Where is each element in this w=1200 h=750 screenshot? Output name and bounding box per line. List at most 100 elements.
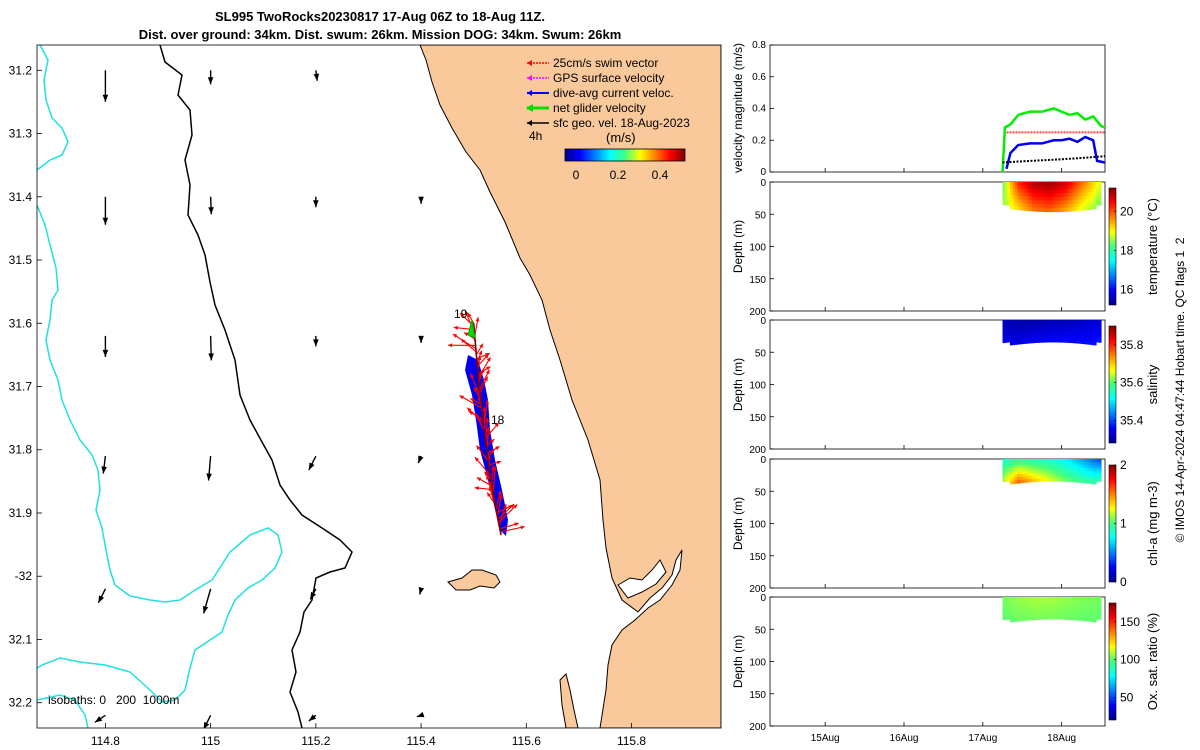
swim-vector-head [512, 504, 518, 509]
chla-cell [1051, 469, 1055, 474]
salinity-cell [1009, 335, 1013, 340]
oxygen-cell [1091, 603, 1095, 607]
chla-cell [1049, 475, 1053, 479]
oxygen-colorbar [1108, 602, 1117, 721]
chla-ylabel: Depth (m) [731, 497, 745, 550]
temperature-cell [1051, 207, 1055, 213]
salinity-cell [1009, 326, 1013, 330]
oxygen-cell [1064, 608, 1068, 612]
temperature-cell [1096, 190, 1100, 195]
geo-vector-head [101, 466, 107, 474]
temperature-cell [1014, 199, 1018, 203]
salinity-cell [1019, 337, 1023, 342]
temperature-cell [1029, 199, 1033, 205]
salinity-cell [1051, 325, 1055, 329]
temperature-cell [1037, 207, 1040, 212]
temperature-cell [1096, 193, 1100, 197]
garden-island [559, 673, 579, 728]
chla-cell [1044, 470, 1048, 474]
salinity-cell [1096, 325, 1100, 329]
chla-cell [1044, 464, 1048, 468]
side-note: © IMOS 14-Apr-2024 04:47:44 Hobart time.… [1173, 237, 1187, 542]
oxygen-cell [1078, 617, 1082, 621]
salinity-cell [1056, 322, 1060, 326]
oxygen-cell [1076, 605, 1080, 610]
temperature-cell [1049, 189, 1053, 194]
oxygen-cell [1091, 597, 1095, 601]
temperature-cell [1069, 189, 1072, 194]
chla-cell [1027, 461, 1031, 466]
chla-cell [1004, 478, 1008, 482]
temperature-cell [1012, 195, 1016, 200]
temperature-cell [1024, 206, 1028, 211]
oxygen-cell [1069, 597, 1072, 601]
temperature-cell [1037, 185, 1040, 190]
temperature-cell [1002, 201, 1006, 206]
chla-cell [1017, 468, 1021, 472]
oxygen-cell [1039, 605, 1043, 609]
legend-dive-avg-label: dive-avg current veloc. [553, 86, 674, 100]
chla-cell [1076, 476, 1080, 480]
oxygen-cell [1054, 605, 1058, 609]
map-ticks: 114.8 115 115.2 115.4 115.6 115.8 31.2 31.3 31.4… [9, 63, 647, 748]
swim-vector-head [459, 395, 465, 400]
temperature-cell [1054, 200, 1058, 205]
temperature-colorbar-label: temperature (°C) [1145, 198, 1160, 295]
chla-cell [1096, 461, 1100, 465]
chla-cell [1004, 461, 1008, 466]
chla-cell [1054, 469, 1058, 474]
salinity-cb-tick-label: 35.4 [1120, 413, 1144, 427]
temperature-cell [1041, 207, 1045, 212]
chla-cell [1037, 475, 1040, 480]
temperature-cell [1093, 205, 1097, 210]
temperature-cell [1034, 192, 1038, 198]
chla-cell [1012, 459, 1016, 463]
salinity-cell [1009, 320, 1013, 324]
oxygen-cell [1002, 613, 1006, 618]
salinity-cell [1071, 334, 1075, 338]
temperature-cell [1002, 193, 1006, 197]
salinity-cell [1004, 328, 1008, 332]
oxygen-cell [1032, 599, 1036, 604]
oxygen-cell [1024, 605, 1028, 610]
temperature-cell [1088, 188, 1092, 193]
salinity-cell [1037, 336, 1040, 341]
geo-vector-head [313, 200, 319, 208]
legend-item-net: net glider velocity [526, 101, 646, 115]
velocity-series-line [1005, 135, 1106, 170]
chla-cell [1083, 476, 1087, 481]
salinity-cell [1002, 334, 1006, 338]
oxygen-cell [1027, 605, 1031, 610]
salinity-cell [1012, 320, 1016, 324]
chla-cell [1069, 470, 1072, 474]
chla-cell [1029, 459, 1033, 463]
salinity-cell [1009, 341, 1013, 346]
salinity-cell [1086, 332, 1090, 336]
temperature-cell [1059, 196, 1063, 201]
salinity-cell [1059, 328, 1063, 332]
salinity-cell [1009, 332, 1013, 337]
oxygen-cell [1029, 608, 1033, 612]
temperature-cell [1091, 188, 1095, 193]
salinity-cell [1046, 333, 1050, 337]
oxygen-cell [1037, 599, 1040, 604]
oxygen-cell [1004, 602, 1008, 606]
chla-cell [1004, 475, 1008, 479]
chla-cell [1034, 470, 1038, 474]
oxygen-cell [1024, 611, 1028, 615]
temperature-cell [1056, 182, 1060, 187]
salinity-cell [1044, 325, 1048, 329]
oxygen-cell [1049, 597, 1053, 601]
chla-cell [1096, 478, 1100, 482]
oxygen-cell [1086, 597, 1090, 601]
chla-cell [1012, 462, 1016, 466]
temperature-cell [1056, 204, 1060, 209]
temperature-cell [1012, 182, 1016, 186]
temperature-cell [1051, 200, 1055, 205]
chla-cell [1049, 467, 1053, 471]
chla-cell [1086, 468, 1090, 472]
chla-cell [1034, 464, 1038, 468]
chla-cell [1093, 480, 1097, 485]
chla-cell [1093, 474, 1097, 479]
salinity-cell [1029, 337, 1033, 341]
